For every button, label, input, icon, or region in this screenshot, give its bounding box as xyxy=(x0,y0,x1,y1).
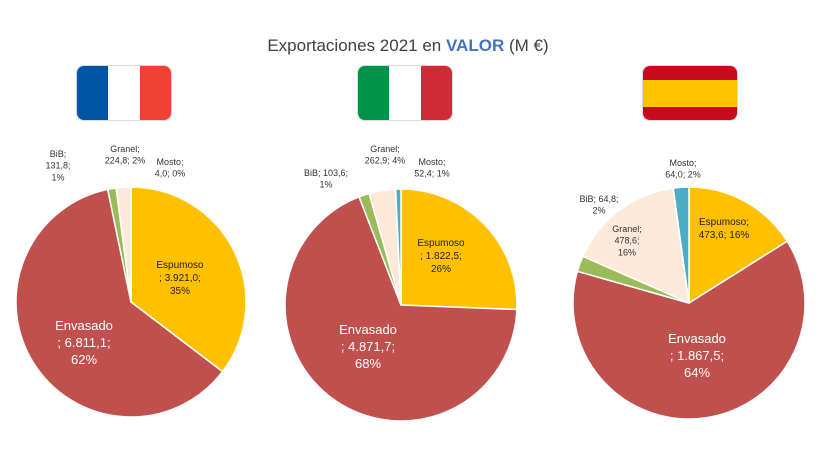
data-label-line: 4,0; 0% xyxy=(155,169,186,179)
data-label-mosto: Mosto; 4,0; 0% xyxy=(155,157,186,179)
data-label-line: Mosto; xyxy=(156,157,183,167)
data-label-line: Envasado xyxy=(339,322,397,337)
flag-band xyxy=(643,106,737,120)
pie-spain: Espumoso; 473,6; 16% Envasado ; 1.867,5; 64%… xyxy=(572,158,806,420)
data-label-line: Granel; xyxy=(110,144,140,154)
flag-france xyxy=(77,66,171,120)
flag-band xyxy=(643,66,737,80)
data-label-mosto: Mosto; 52,4; 1% xyxy=(414,157,450,179)
data-label-line: ; 4.871,7; xyxy=(341,339,395,354)
data-label-line: 35% xyxy=(170,286,190,297)
data-label-line: 224,8; 2% xyxy=(105,156,146,166)
pie-slice-mosto xyxy=(394,188,402,306)
data-label-line: 1% xyxy=(51,172,64,182)
data-label-line: ; 1.822,5; xyxy=(420,251,462,262)
data-label-espumoso: Espumoso ; 3.921,0; 35% xyxy=(156,260,204,297)
title-suffix: (M €) xyxy=(508,36,549,55)
flag-band xyxy=(77,66,109,120)
data-label-envasado: Envasado ; 1.867,5; 64% xyxy=(668,331,726,380)
data-label-mosto: Mosto; 64,0; 2% xyxy=(665,158,701,180)
data-label-line: Envasado xyxy=(55,318,113,333)
data-label-line: 1% xyxy=(319,180,332,190)
data-label-line: Espumoso; xyxy=(699,217,749,228)
pie-slice-envasado xyxy=(284,195,518,422)
data-label-bib: BiB; 131,8; 1% xyxy=(45,149,70,182)
data-label-line: 473,6; 16% xyxy=(699,230,750,241)
pie-slice-envasado xyxy=(572,240,806,420)
data-label-line: ; 3.921,0; xyxy=(159,273,201,284)
flag-italy xyxy=(358,66,452,120)
data-label-line: 2% xyxy=(592,206,605,216)
data-label-line: Mosto; xyxy=(418,157,445,167)
data-label-line: Envasado xyxy=(668,331,726,346)
data-label-line: 16% xyxy=(618,247,636,257)
data-label-line: BiB; xyxy=(50,149,67,159)
flag-spain xyxy=(643,66,737,120)
data-label-granel: Granel; 262,9; 4% xyxy=(365,144,406,166)
data-label-line: 64,0; 2% xyxy=(665,170,701,180)
data-label-bib: BiB; 103,6; 1% xyxy=(304,168,348,190)
data-label-bib: BiB; 64,8; 2% xyxy=(579,194,618,216)
data-label-line: 68% xyxy=(355,356,381,371)
pie-slice-mosto xyxy=(672,186,690,304)
flag-band xyxy=(643,79,737,93)
data-label-line: 62% xyxy=(71,352,97,367)
pie-slice-envasado xyxy=(15,188,224,418)
data-label-line: Granel; xyxy=(370,144,400,154)
title-prefix: Exportaciones 2021 en xyxy=(267,36,442,55)
data-label-line: ; 1.867,5; xyxy=(670,348,724,363)
chart-title: Exportaciones 2021 en VALOR (M €) xyxy=(0,36,816,56)
flag-band xyxy=(389,66,421,120)
data-label-granel: Granel; 478,6; 16% xyxy=(612,224,642,257)
pie-slice-espumoso xyxy=(688,186,789,305)
data-label-line: 64% xyxy=(684,365,710,380)
flag-band xyxy=(420,66,452,120)
data-label-line: 478,6; xyxy=(614,236,639,246)
flag-band xyxy=(139,66,171,120)
data-label-espumoso: Espumoso; 473,6; 16% xyxy=(699,217,750,241)
pie-slice-espumoso xyxy=(130,186,247,373)
pie-italy: Espumoso ; 1.822,5; 26% Envasado ; 4.871,7; 6… xyxy=(284,144,518,422)
pie-slice-espumoso xyxy=(400,188,518,311)
data-label-espumoso: Espumoso ; 1.822,5; 26% xyxy=(417,238,465,275)
data-label-line: BiB; 103,6; xyxy=(304,168,348,178)
flag-band xyxy=(108,66,140,120)
flag-band xyxy=(358,66,390,120)
flag-band xyxy=(643,93,737,107)
data-label-line: Mosto; xyxy=(669,158,696,168)
data-label-line: 262,9; 4% xyxy=(365,156,406,166)
data-label-line: Espumoso xyxy=(417,238,465,249)
data-label-envasado: Envasado ; 4.871,7; 68% xyxy=(339,322,397,371)
data-label-envasado: Envasado ; 6.811,1; 62% xyxy=(55,318,113,367)
data-label-line: Espumoso xyxy=(156,260,204,271)
data-label-line: ; 6.811,1; xyxy=(57,335,110,350)
data-label-line: 131,8; xyxy=(45,161,70,171)
data-label-line: BiB; 64,8; xyxy=(579,194,618,204)
data-label-line: Granel; xyxy=(612,224,642,234)
data-label-line: 52,4; 1% xyxy=(414,169,450,179)
title-highlight: VALOR xyxy=(445,36,505,55)
pie-slice-granel xyxy=(581,187,690,305)
data-label-granel: Granel; 224,8; 2% xyxy=(105,144,146,166)
pie-france: Espumoso ; 3.921,0; 35% Envasado ; 6.811,1; 6… xyxy=(15,144,247,418)
data-label-line: 26% xyxy=(431,264,451,275)
